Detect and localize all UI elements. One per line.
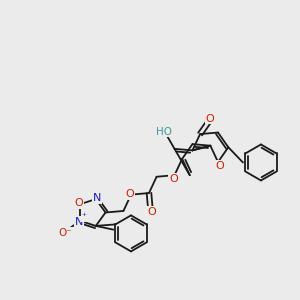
- Text: ⁺: ⁺: [82, 212, 86, 221]
- Text: O: O: [169, 174, 178, 184]
- Text: O⁻: O⁻: [59, 228, 73, 238]
- Text: N: N: [75, 217, 83, 227]
- Text: O: O: [206, 113, 214, 124]
- Text: O: O: [126, 189, 134, 199]
- Text: O: O: [216, 161, 224, 171]
- Text: N: N: [93, 193, 101, 203]
- Text: O: O: [147, 207, 156, 217]
- Text: O: O: [75, 198, 83, 208]
- Text: HO: HO: [156, 127, 172, 136]
